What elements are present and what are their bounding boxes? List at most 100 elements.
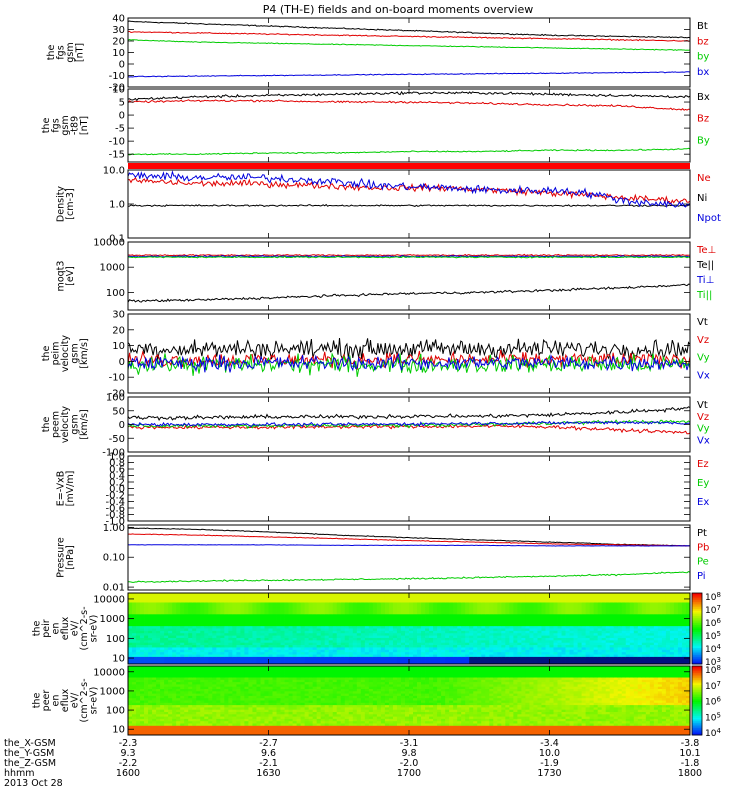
y-tick-label: -0.2 [105, 491, 125, 502]
panel-4: Te⊥ Te|| Ti⊥ Ti|| 10000 1000 100 moqt3[eV] [55, 238, 716, 311]
y-axis-label: gsm [70, 343, 81, 363]
series-line-by [127, 38, 691, 51]
ephemeris-value: -2.2 [119, 758, 138, 769]
y-tick-label: -0.6 [105, 504, 125, 515]
y-tick-label: 5 [119, 98, 125, 109]
ephemeris-row-label: hhmm [4, 768, 35, 779]
y-tick-label: 30 [112, 25, 125, 36]
y-tick-label: 30 [112, 310, 125, 321]
y-tick-label: 0.6 [109, 465, 125, 476]
legend-label: Bt [697, 21, 708, 32]
legend-label: Vy [697, 353, 710, 364]
y-axis-label: (cm^2-s- [79, 679, 90, 723]
series-line-bz [127, 30, 691, 42]
y-tick-label: 1.0 [109, 452, 125, 463]
series-line-Vx [127, 352, 691, 373]
legend-label: bx [697, 67, 709, 78]
ephemeris-value: -3.1 [400, 738, 419, 749]
series-line-Npot [127, 170, 691, 209]
ephemeris-value: 9.3 [120, 748, 135, 759]
y-tick-label: 10000 [93, 667, 125, 678]
y-axis-label: the [46, 45, 57, 61]
y-tick-label: -10 [109, 137, 125, 148]
y-axis-label: [cm-3] [65, 188, 76, 219]
series-line-Pt [127, 527, 691, 547]
series-line-Te|| [127, 283, 691, 303]
colorbar-tick-label: 104 [705, 727, 721, 739]
legend-label: Te|| [696, 260, 714, 271]
y-tick-label: 10 [112, 341, 125, 352]
y-tick-label: 0.1 [109, 234, 125, 245]
y-tick-label: 10 [112, 85, 125, 96]
legend-label: Pt [697, 528, 707, 539]
y-tick-label: 0 [119, 111, 125, 122]
y-axis-label: [nPa] [65, 545, 76, 570]
ephemeris-value: -2.0 [400, 758, 419, 769]
y-axis-label: peim [51, 342, 62, 366]
y-axis-label: the [32, 693, 43, 709]
date-label: 2013 Oct 28 [4, 778, 63, 789]
ephemeris-value: 1800 [678, 768, 702, 779]
ephemeris-row-label: the_Z-GSM [4, 758, 56, 769]
y-axis-label: the [41, 417, 52, 433]
y-axis-label: sr-eV) [89, 687, 100, 715]
series-line-Ti|| [127, 255, 691, 259]
legend-label: Vz [697, 335, 709, 346]
ephemeris-value: -2.7 [259, 738, 278, 749]
y-tick-label: 50 [112, 406, 125, 417]
y-tick-label: 10000 [93, 238, 125, 249]
y-axis-label: peir [41, 619, 52, 638]
legend-label: Pi [697, 571, 706, 582]
legend-label: Te⊥ [696, 245, 716, 256]
ephemeris-value: 1630 [256, 768, 280, 779]
spectrogram-9 [128, 593, 691, 665]
panel-frame [127, 169, 691, 239]
y-tick-label: 1.0 [109, 200, 125, 211]
y-axis-label: [km/s] [79, 409, 90, 439]
y-tick-label: 0.0 [109, 484, 125, 495]
ephemeris-value: 10.1 [679, 748, 700, 759]
series-line-By [127, 147, 691, 156]
y-tick-label: 1000 [100, 263, 125, 274]
legend-label: by [697, 52, 709, 63]
y-axis-label: E=-VxB [55, 471, 66, 506]
y-tick-label: 0.10 [103, 553, 125, 564]
y-tick-label: -20 [109, 83, 125, 94]
y-axis-label: [nT] [79, 116, 90, 135]
red-status-bar [128, 163, 690, 169]
y-axis-label: [eV] [65, 266, 76, 286]
y-axis-label: fgs [55, 45, 66, 59]
y-axis-label: the [41, 346, 52, 362]
panel-9: 10810710610510410310000100010010thepeire… [32, 591, 722, 668]
y-tick-label: -1.0 [105, 517, 125, 528]
y-tick-label: -0.4 [105, 497, 125, 508]
y-tick-label: -0.8 [105, 510, 125, 521]
ephemeris-value: 9.8 [401, 748, 416, 759]
panel-5: Vt Vz Vy Vx 30 20 10 0 -10 -20 thepeimvelocitygsm[… [41, 310, 710, 400]
ephemeris-value: -3.4 [540, 738, 559, 749]
y-tick-label: 10 [112, 654, 125, 665]
series-line-Vy [127, 419, 691, 430]
series-line-Ne [128, 176, 691, 206]
colorbar-10: 108 107 106 105 104 [691, 664, 721, 739]
y-tick-label: 100 [106, 706, 125, 717]
y-tick-label: 100 [106, 393, 125, 404]
series-line-Pi [127, 544, 691, 547]
ephemeris-value: 1730 [537, 768, 561, 779]
y-axis-label: Pressure [55, 537, 66, 578]
y-axis-label: [mV/m] [65, 471, 76, 507]
ephemeris-value: -1.9 [540, 758, 559, 769]
y-axis-label: eflux [60, 688, 71, 712]
y-tick-label: -15 [109, 150, 125, 161]
legend-label: Ni [697, 193, 707, 204]
colorbar-tick-label: 105 [705, 711, 721, 723]
y-tick-label: 100 [106, 288, 125, 299]
ephemeris-row-label: the_X-GSM [4, 738, 56, 749]
legend-label: Vx [697, 370, 710, 381]
series-line-Pe [128, 571, 691, 583]
series-line-Vt [127, 337, 691, 363]
